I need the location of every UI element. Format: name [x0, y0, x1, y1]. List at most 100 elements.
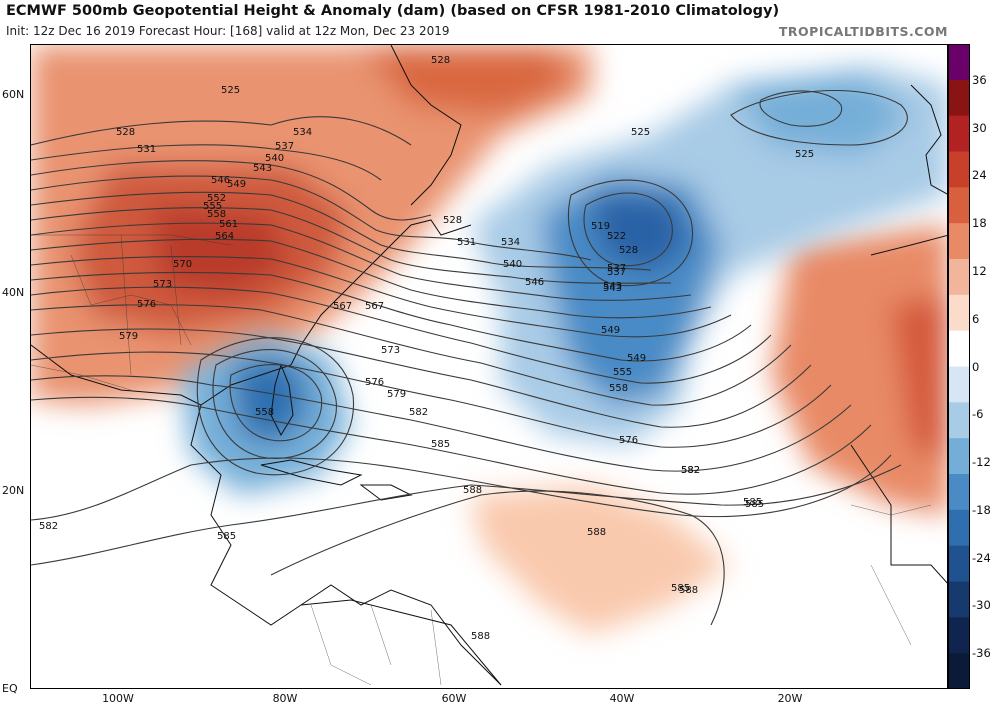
negative-anomaly-trough-peak: [591, 195, 691, 275]
contour-iceland-low: [759, 90, 843, 127]
borders-africa: [850, 504, 932, 646]
contour-label: 588: [679, 585, 698, 596]
contour-label: 585: [743, 497, 762, 508]
contour-label: 585: [671, 583, 690, 594]
contour-iceland-low-2: [730, 90, 908, 146]
brand-watermark[interactable]: TROPICALTIDBITS.COM: [778, 24, 948, 39]
colorbar-tick-label: -12: [972, 455, 991, 470]
colorbar-tick-label: -6: [972, 407, 984, 422]
coast-florida: [270, 363, 294, 437]
contour-543: [31, 222, 692, 301]
map-canvas[interactable]: 528 525 528 531 534 537 540 543 546 549 …: [31, 45, 948, 689]
colorbar-tick-label: 30: [972, 120, 987, 135]
borders-south-america: [310, 604, 442, 686]
contour-588: [270, 490, 725, 626]
map-subtitle: Init: 12z Dec 16 2019 Forecast Hour: [16…: [6, 24, 450, 38]
colorbar-swatch: [948, 474, 970, 511]
borders: [31, 234, 932, 686]
contour-label: 552: [207, 193, 226, 204]
map-title: ECMWF 500mb Geopotential Height & Anomal…: [6, 3, 780, 19]
contour-label: 576: [137, 299, 156, 310]
colorbar-swatch: [948, 402, 970, 439]
contour-gulf-low-2: [212, 349, 337, 459]
border-us-canada: [31, 234, 232, 246]
colorbar-swatch: [948, 223, 970, 260]
colorbar-tick-label: -18: [972, 502, 991, 517]
colorbar-border: [948, 44, 970, 689]
map-panel[interactable]: 528 525 528 531 534 537 540 543 546 549 …: [30, 44, 948, 689]
coast-gulf-central-america: [31, 344, 502, 686]
contour-label: 522: [607, 231, 626, 242]
lat-label-eq: EQ: [2, 682, 18, 695]
colorbar-swatch: [948, 617, 970, 654]
contour-label: 549: [627, 353, 646, 364]
contour-label: 531: [137, 144, 156, 155]
colorbar-swatch: [948, 44, 970, 81]
colorbar-tick-label: 12: [972, 263, 987, 278]
colorbar-swatch: [948, 79, 970, 117]
contour-gulf-low-3: [196, 337, 355, 476]
contour-label: 537: [607, 263, 626, 274]
coast-west-africa: [850, 444, 947, 584]
contour-label: 534: [293, 127, 312, 138]
positive-anomaly-iberia: [771, 225, 947, 515]
contour-label: 561: [219, 219, 238, 230]
negative-anomaly-gulf-core: [231, 355, 311, 445]
positive-anomaly-labrador: [361, 45, 571, 115]
contour-label: 555: [613, 367, 632, 378]
contour-trough-519: [583, 192, 673, 267]
contour-label: 537: [275, 141, 294, 152]
colorbar-swatch: [948, 509, 970, 547]
contour-label: 585: [431, 439, 450, 450]
colorbar-swatch: [948, 581, 970, 618]
lon-label-60w: 60W: [441, 692, 467, 705]
colorbar: [948, 44, 970, 690]
contour-549: [31, 255, 732, 338]
contour-label: 543: [603, 281, 622, 292]
contour-label: 555: [203, 201, 222, 212]
contour-labels: 528 525 528 531 534 537 540 543 546 549 …: [39, 55, 814, 642]
contour-582: [31, 454, 892, 521]
colorbar-tick-label: -36: [972, 646, 991, 661]
colorbar-tick-label: 18: [972, 216, 987, 231]
contour-label: 576: [365, 377, 384, 388]
lon-label-40w: 40W: [609, 692, 635, 705]
contour-540: [31, 207, 672, 284]
lat-label-60n: 60N: [2, 88, 25, 101]
contour-label: 537: [607, 267, 626, 278]
coast-hispaniola: [359, 484, 413, 501]
lat-label-20n: 20N: [2, 484, 25, 497]
contour-label: 525: [631, 127, 650, 138]
contour-label: 576: [619, 435, 638, 446]
contour-label: 582: [681, 465, 700, 476]
contour-579: [31, 396, 872, 495]
coast-iberia: [870, 235, 947, 256]
anomaly-shading: [31, 45, 947, 635]
contour-label: 585: [217, 531, 236, 542]
coast-south-america-north: [300, 599, 502, 686]
colorbar-swatch: [948, 294, 970, 332]
contour-label: 588: [471, 631, 490, 642]
contour-label: 528: [116, 127, 135, 138]
contour-573: [31, 351, 832, 448]
contour-label: 585: [745, 499, 764, 510]
lon-label-20w: 20W: [777, 692, 803, 705]
height-contours: [31, 90, 908, 626]
contour-label: 558: [609, 383, 628, 394]
contour-label: 579: [119, 331, 138, 342]
lon-label-100w: 100W: [102, 692, 134, 705]
colorbar-swatch: [948, 187, 970, 224]
contour-label: 543: [253, 163, 272, 174]
contour-label: 573: [153, 279, 172, 290]
contour-531: [31, 160, 432, 221]
contour-525: [31, 116, 412, 146]
contour-567: [31, 328, 812, 428]
contour-label: 519: [591, 221, 610, 232]
contour-label: 525: [221, 85, 240, 96]
colorbar-swatch: [948, 259, 970, 296]
contour-label: 567: [333, 301, 352, 312]
contour-546: [31, 238, 712, 319]
contour-label: 558: [207, 209, 226, 220]
coast-labrador: [390, 45, 462, 206]
contour-528: [31, 144, 382, 181]
